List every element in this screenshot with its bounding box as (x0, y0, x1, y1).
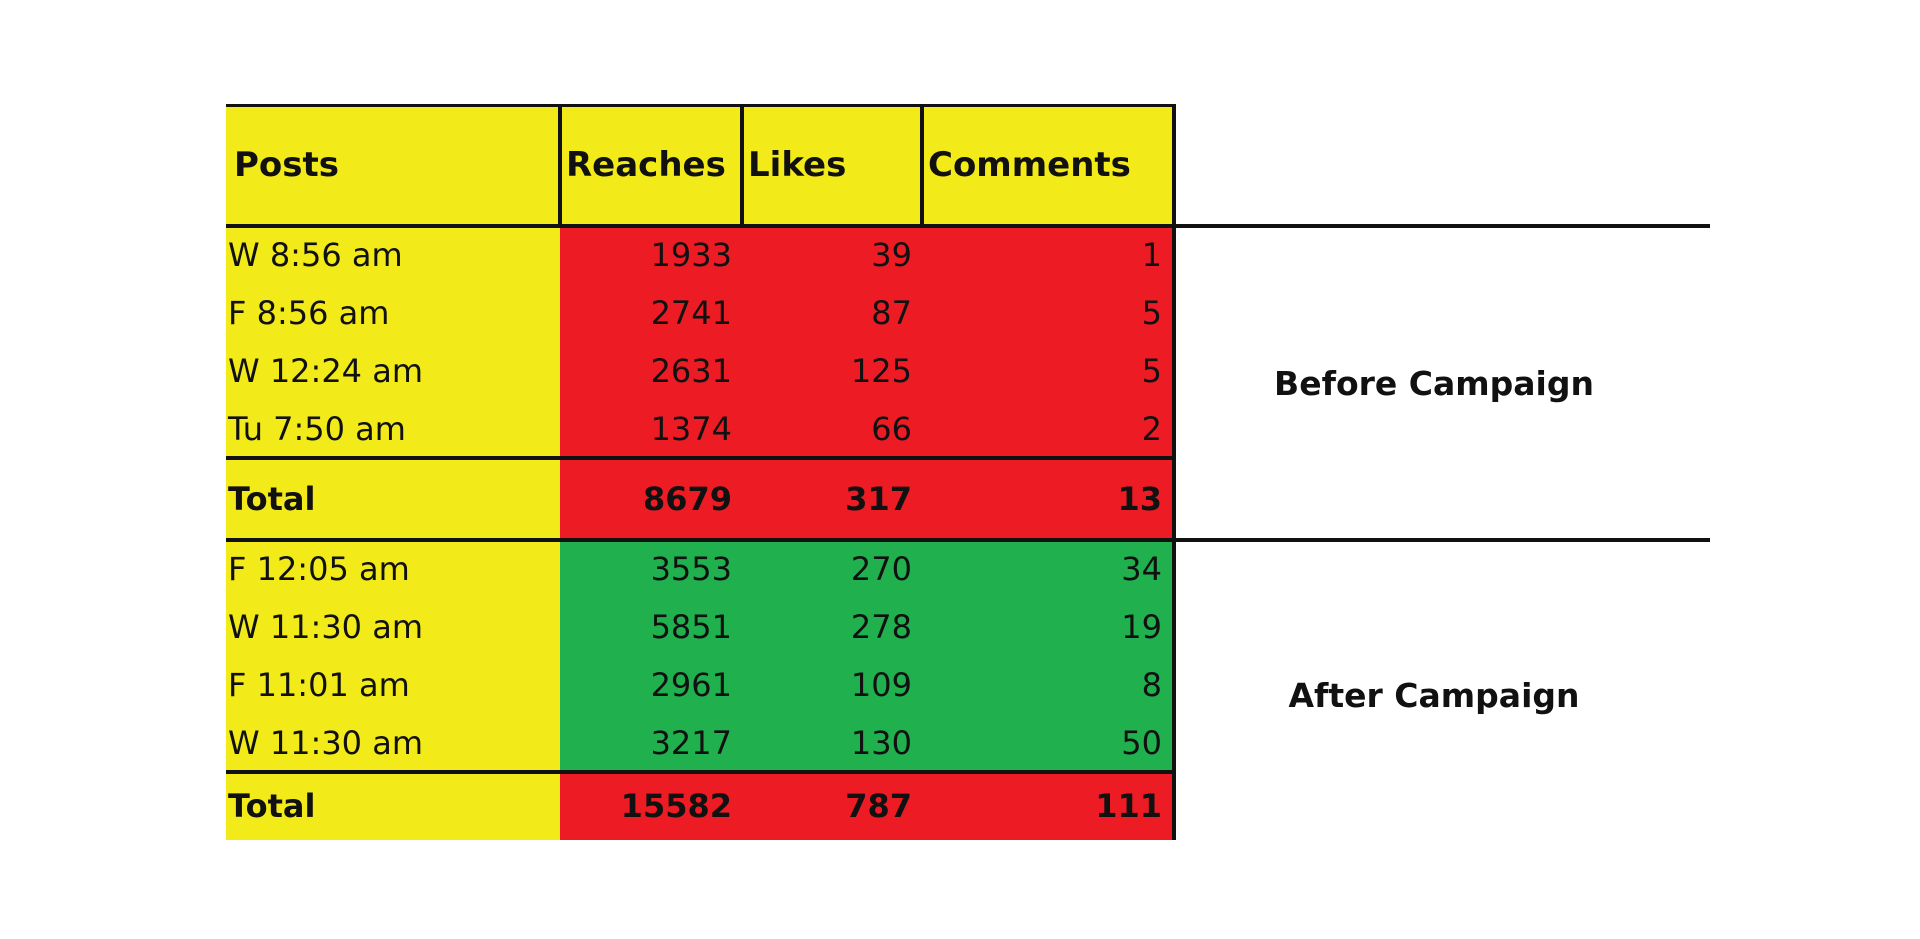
after-reaches-4: 3217 (560, 714, 742, 772)
after-likes-2: 278 (742, 598, 922, 656)
before-likes-3: 125 (742, 342, 922, 400)
before-reaches-1: 1933 (560, 226, 742, 284)
after-likes-3: 109 (742, 656, 922, 714)
after-comments-4: 50 (922, 714, 1172, 772)
before-campaign-label: Before Campaign (1274, 364, 1594, 403)
before-total-comments: 13 (922, 458, 1172, 540)
top-border (226, 104, 1176, 107)
header-comments: Comments (922, 104, 1172, 226)
header-divider (226, 224, 1710, 228)
before-comments-1: 1 (922, 226, 1172, 284)
before-likes-1: 39 (742, 226, 922, 284)
before-comments-2: 5 (922, 284, 1172, 342)
before-total-likes: 317 (742, 458, 922, 540)
after-comments-3: 8 (922, 656, 1172, 714)
header-posts: Posts (226, 104, 560, 226)
after-reaches-1: 3553 (560, 540, 742, 598)
col-divider-1 (558, 104, 562, 226)
before-reaches-4: 1374 (560, 400, 742, 458)
before-likes-2: 87 (742, 284, 922, 342)
before-likes-4: 66 (742, 400, 922, 458)
after-post-1: F 12:05 am (226, 540, 560, 598)
col-divider-2 (740, 104, 744, 226)
before-total-label: Total (226, 458, 560, 540)
header-likes: Likes (742, 104, 922, 226)
before-comments-3: 5 (922, 342, 1172, 400)
after-likes-1: 270 (742, 540, 922, 598)
after-total-reaches: 15582 (560, 772, 742, 840)
after-total-likes: 787 (742, 772, 922, 840)
after-total-divider (226, 770, 1176, 774)
before-post-2: F 8:56 am (226, 284, 560, 342)
after-total-label: Total (226, 772, 560, 840)
after-post-4: W 11:30 am (226, 714, 560, 772)
before-post-3: W 12:24 am (226, 342, 560, 400)
before-reaches-2: 2741 (560, 284, 742, 342)
after-post-2: W 11:30 am (226, 598, 560, 656)
col-divider-3 (920, 104, 924, 226)
after-comments-1: 34 (922, 540, 1172, 598)
before-total-reaches: 8679 (560, 458, 742, 540)
campaign-table: Posts Reaches Likes Comments W 8:56 am F… (226, 104, 1710, 840)
before-total-divider (226, 456, 1176, 460)
section-divider (226, 538, 1710, 542)
right-border (1172, 104, 1176, 840)
after-campaign-label: After Campaign (1288, 676, 1580, 715)
after-likes-4: 130 (742, 714, 922, 772)
after-comments-2: 19 (922, 598, 1172, 656)
after-reaches-3: 2961 (560, 656, 742, 714)
after-post-3: F 11:01 am (226, 656, 560, 714)
before-comments-4: 2 (922, 400, 1172, 458)
before-post-1: W 8:56 am (226, 226, 560, 284)
header-reaches: Reaches (560, 104, 742, 226)
before-post-4: Tu 7:50 am (226, 400, 560, 458)
after-reaches-2: 5851 (560, 598, 742, 656)
before-reaches-3: 2631 (560, 342, 742, 400)
after-total-comments: 111 (922, 772, 1172, 840)
